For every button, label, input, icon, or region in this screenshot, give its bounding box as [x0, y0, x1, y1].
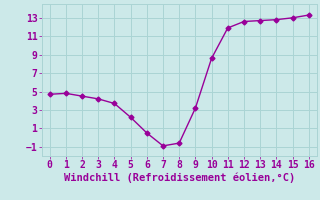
X-axis label: Windchill (Refroidissement éolien,°C): Windchill (Refroidissement éolien,°C) — [64, 173, 295, 183]
